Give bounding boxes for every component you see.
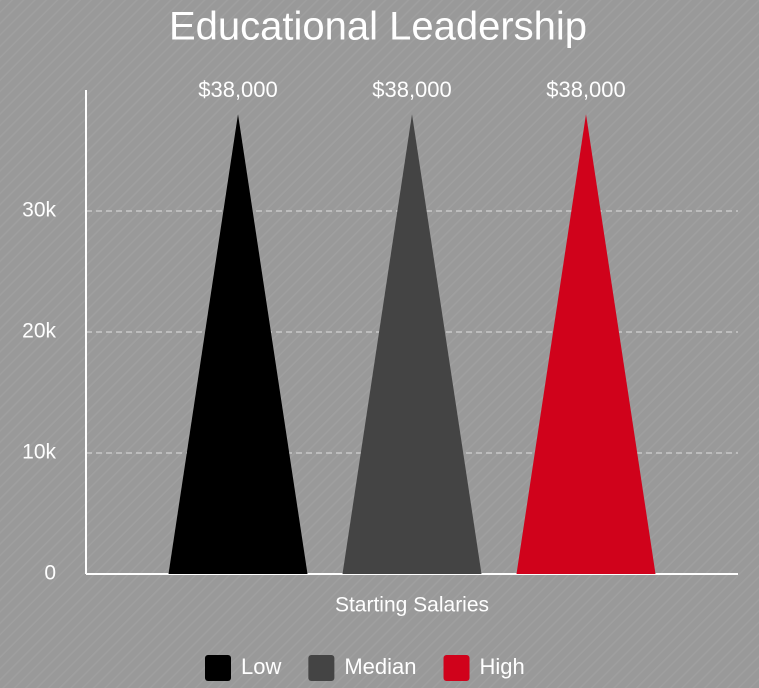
bar	[516, 114, 656, 574]
y-tick-label: 30k	[22, 199, 56, 222]
legend-label: Median	[344, 654, 416, 679]
legend-swatch	[443, 655, 470, 681]
legend-swatch	[308, 655, 335, 681]
chart-title: Educational Leadership	[169, 5, 587, 49]
y-tick-label: 0	[44, 562, 56, 585]
bar	[342, 114, 482, 574]
legend-swatch	[205, 655, 231, 681]
bar	[168, 114, 308, 574]
legend-label: High	[480, 654, 525, 679]
value-label: $38,000	[372, 77, 452, 102]
y-tick-label: 10k	[22, 441, 56, 464]
value-label: $38,000	[546, 77, 626, 102]
x-tick-label: Starting Salaries	[335, 594, 489, 617]
value-label: $38,000	[198, 77, 278, 102]
y-tick-label: 20k	[22, 320, 56, 343]
legend-label: Low	[241, 654, 281, 679]
